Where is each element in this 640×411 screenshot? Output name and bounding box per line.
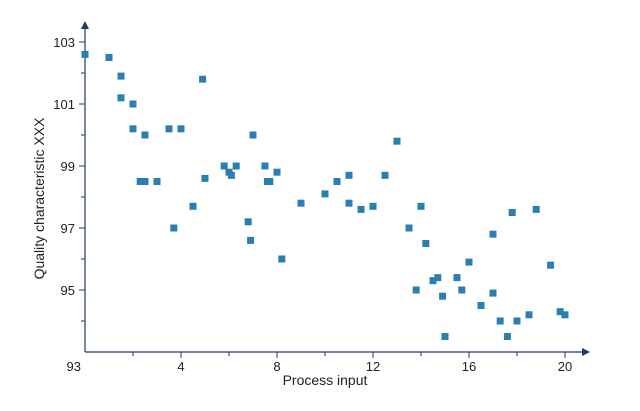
data-point bbox=[170, 224, 178, 232]
x-tick-label: 4 bbox=[177, 359, 184, 374]
data-point bbox=[117, 72, 125, 80]
y-tick-label: 95 bbox=[61, 283, 75, 298]
data-point bbox=[525, 311, 533, 319]
data-point bbox=[117, 94, 125, 102]
data-point bbox=[105, 54, 113, 61]
x-tick-label: 16 bbox=[462, 359, 476, 374]
data-point bbox=[441, 333, 449, 340]
data-point bbox=[429, 277, 437, 285]
data-points bbox=[81, 50, 569, 340]
data-point bbox=[369, 202, 377, 210]
y-tick-label: 101 bbox=[53, 97, 75, 112]
data-point bbox=[393, 137, 401, 145]
data-point bbox=[412, 286, 420, 294]
data-point bbox=[165, 125, 173, 133]
data-point bbox=[489, 230, 497, 238]
data-point bbox=[422, 240, 430, 247]
data-point bbox=[247, 236, 255, 244]
data-point bbox=[249, 131, 257, 139]
data-point bbox=[81, 50, 89, 58]
data-point bbox=[513, 317, 521, 325]
data-point bbox=[547, 261, 555, 269]
data-point bbox=[129, 100, 137, 108]
x-tick-label: 8 bbox=[273, 359, 280, 374]
data-point bbox=[357, 205, 365, 213]
data-point bbox=[458, 286, 466, 294]
data-point bbox=[273, 168, 281, 176]
data-point bbox=[201, 174, 209, 182]
data-point bbox=[439, 292, 447, 300]
y-axis-label: Quality characteristic XXX bbox=[31, 117, 47, 279]
data-point bbox=[266, 178, 274, 185]
data-point bbox=[345, 199, 353, 207]
data-point bbox=[508, 209, 516, 216]
data-point bbox=[244, 218, 252, 226]
data-point bbox=[465, 258, 473, 266]
data-point bbox=[405, 224, 413, 232]
x-axis-label: Process input bbox=[283, 372, 368, 388]
data-point bbox=[561, 311, 569, 319]
data-point bbox=[453, 274, 461, 282]
data-point bbox=[220, 162, 228, 170]
data-point bbox=[141, 178, 149, 185]
x-tick-label: 20 bbox=[558, 359, 572, 374]
data-point bbox=[556, 308, 564, 316]
data-point bbox=[177, 125, 185, 133]
data-point bbox=[381, 171, 389, 179]
data-point bbox=[261, 162, 269, 170]
data-point bbox=[199, 75, 207, 83]
data-point bbox=[189, 202, 197, 210]
x-tick-label: 12 bbox=[366, 359, 380, 374]
data-point bbox=[477, 302, 485, 309]
data-point bbox=[434, 274, 442, 282]
data-point bbox=[232, 162, 240, 170]
data-point bbox=[136, 178, 144, 185]
x-axis-arrow bbox=[582, 348, 590, 356]
axes: 4 8 12 16 20 95 97 99 101 103 bbox=[53, 21, 590, 374]
y-axis-arrow bbox=[81, 21, 89, 29]
data-point bbox=[345, 171, 353, 179]
data-point bbox=[141, 131, 149, 139]
data-point bbox=[503, 333, 511, 340]
data-point bbox=[297, 199, 305, 207]
data-point bbox=[417, 202, 425, 210]
data-point bbox=[278, 255, 286, 263]
data-point bbox=[321, 190, 329, 198]
data-point bbox=[227, 171, 235, 179]
y-tick-label: 103 bbox=[53, 35, 75, 50]
y-tick-label: 97 bbox=[61, 221, 75, 236]
origin-tick-label: 93 bbox=[67, 359, 81, 374]
data-point bbox=[333, 178, 341, 185]
y-tick-label: 99 bbox=[61, 159, 75, 174]
data-point bbox=[489, 289, 497, 297]
data-point bbox=[496, 317, 504, 325]
data-point bbox=[153, 178, 161, 185]
data-point bbox=[532, 205, 540, 213]
data-point bbox=[129, 125, 137, 133]
